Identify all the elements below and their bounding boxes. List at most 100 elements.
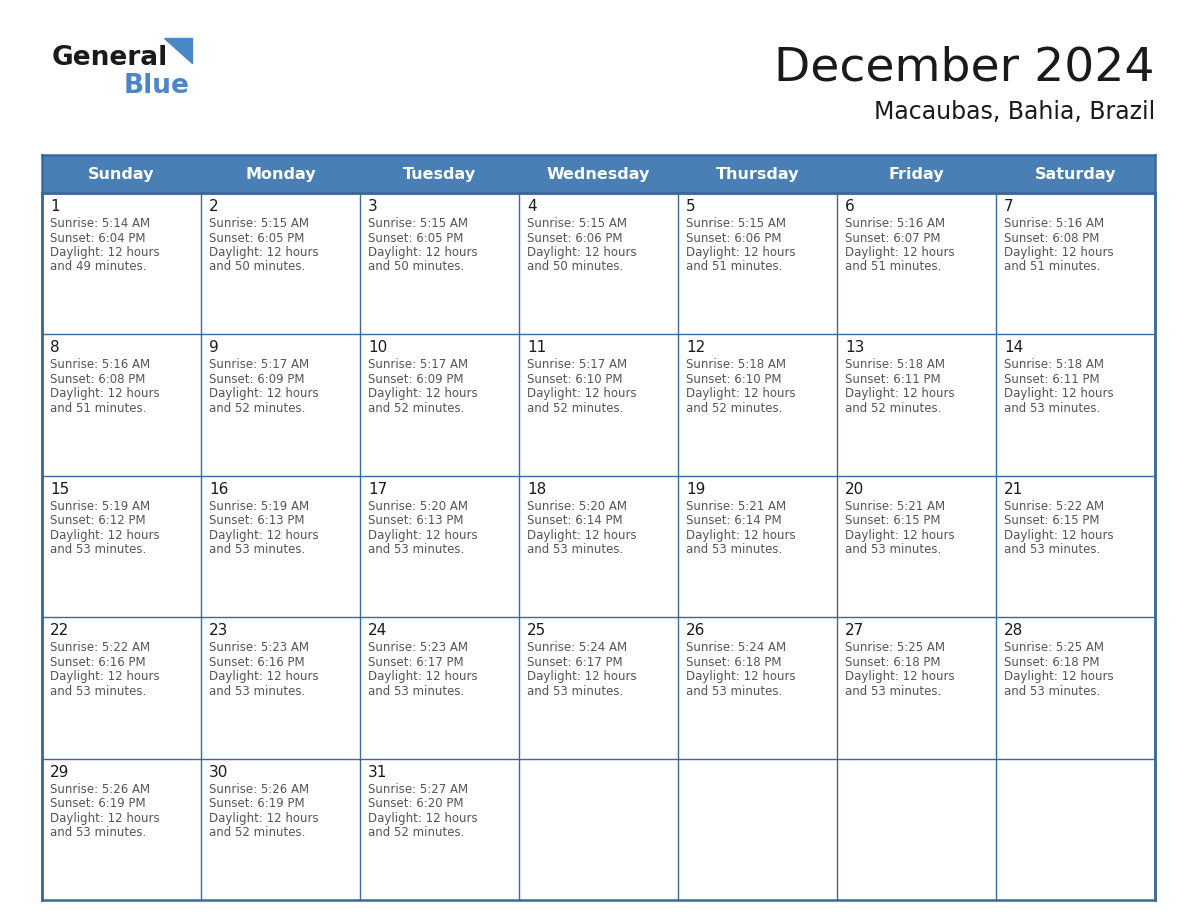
Bar xyxy=(678,334,838,476)
Text: Sunset: 6:12 PM: Sunset: 6:12 PM xyxy=(50,514,146,527)
Text: Sunset: 6:08 PM: Sunset: 6:08 PM xyxy=(1004,231,1099,244)
Bar xyxy=(42,617,201,758)
Text: Daylight: 12 hours: Daylight: 12 hours xyxy=(685,246,796,259)
Text: Daylight: 12 hours: Daylight: 12 hours xyxy=(685,387,796,400)
Bar xyxy=(201,476,360,617)
Bar xyxy=(996,758,1155,900)
Bar xyxy=(678,617,838,758)
Text: 10: 10 xyxy=(368,341,387,355)
Text: Daylight: 12 hours: Daylight: 12 hours xyxy=(685,529,796,542)
Text: Daylight: 12 hours: Daylight: 12 hours xyxy=(1004,529,1113,542)
Text: Sunrise: 5:26 AM: Sunrise: 5:26 AM xyxy=(209,783,309,796)
Text: and 53 minutes.: and 53 minutes. xyxy=(685,543,782,556)
Text: 6: 6 xyxy=(845,199,854,214)
Text: Sunset: 6:16 PM: Sunset: 6:16 PM xyxy=(50,655,146,668)
Text: Daylight: 12 hours: Daylight: 12 hours xyxy=(209,529,318,542)
Text: Daylight: 12 hours: Daylight: 12 hours xyxy=(1004,246,1113,259)
Text: Daylight: 12 hours: Daylight: 12 hours xyxy=(209,670,318,683)
Text: 14: 14 xyxy=(1004,341,1023,355)
Bar xyxy=(42,476,201,617)
Text: and 52 minutes.: and 52 minutes. xyxy=(368,402,465,415)
Text: Sunset: 6:14 PM: Sunset: 6:14 PM xyxy=(527,514,623,527)
Bar xyxy=(678,758,838,900)
Text: Sunrise: 5:26 AM: Sunrise: 5:26 AM xyxy=(50,783,150,796)
Text: and 53 minutes.: and 53 minutes. xyxy=(209,685,305,698)
Bar xyxy=(838,193,996,334)
Text: Sunset: 6:13 PM: Sunset: 6:13 PM xyxy=(368,514,463,527)
Bar xyxy=(678,476,838,617)
Text: and 52 minutes.: and 52 minutes. xyxy=(209,402,305,415)
Text: 28: 28 xyxy=(1004,623,1023,638)
Text: 31: 31 xyxy=(368,765,387,779)
Bar xyxy=(838,476,996,617)
Text: 4: 4 xyxy=(527,199,537,214)
Text: Daylight: 12 hours: Daylight: 12 hours xyxy=(209,387,318,400)
Text: and 51 minutes.: and 51 minutes. xyxy=(845,261,941,274)
Text: Sunday: Sunday xyxy=(88,166,154,182)
Text: and 52 minutes.: and 52 minutes. xyxy=(527,402,624,415)
Text: Sunset: 6:06 PM: Sunset: 6:06 PM xyxy=(527,231,623,244)
Bar xyxy=(201,334,360,476)
Bar xyxy=(838,617,996,758)
Text: Sunset: 6:16 PM: Sunset: 6:16 PM xyxy=(209,655,304,668)
Text: and 50 minutes.: and 50 minutes. xyxy=(527,261,624,274)
Bar xyxy=(838,334,996,476)
Text: Sunset: 6:05 PM: Sunset: 6:05 PM xyxy=(209,231,304,244)
Text: Daylight: 12 hours: Daylight: 12 hours xyxy=(1004,670,1113,683)
Text: Sunrise: 5:15 AM: Sunrise: 5:15 AM xyxy=(368,217,468,230)
Text: 5: 5 xyxy=(685,199,696,214)
Text: and 51 minutes.: and 51 minutes. xyxy=(50,402,146,415)
Text: and 51 minutes.: and 51 minutes. xyxy=(685,261,783,274)
Bar xyxy=(996,193,1155,334)
Text: Thursday: Thursday xyxy=(715,166,800,182)
Text: Daylight: 12 hours: Daylight: 12 hours xyxy=(50,246,159,259)
Bar xyxy=(201,193,360,334)
Bar xyxy=(678,193,838,334)
Text: and 51 minutes.: and 51 minutes. xyxy=(1004,261,1100,274)
Text: 13: 13 xyxy=(845,341,865,355)
Text: Sunset: 6:11 PM: Sunset: 6:11 PM xyxy=(1004,373,1100,386)
Text: Sunrise: 5:24 AM: Sunrise: 5:24 AM xyxy=(685,641,786,655)
Text: Daylight: 12 hours: Daylight: 12 hours xyxy=(1004,387,1113,400)
Text: Sunset: 6:17 PM: Sunset: 6:17 PM xyxy=(368,655,463,668)
Text: 23: 23 xyxy=(209,623,228,638)
Text: Sunset: 6:18 PM: Sunset: 6:18 PM xyxy=(685,655,782,668)
Text: Sunrise: 5:15 AM: Sunrise: 5:15 AM xyxy=(527,217,627,230)
Text: Sunrise: 5:16 AM: Sunrise: 5:16 AM xyxy=(50,358,150,372)
Text: 12: 12 xyxy=(685,341,706,355)
Text: General: General xyxy=(52,45,169,71)
Text: Sunrise: 5:24 AM: Sunrise: 5:24 AM xyxy=(527,641,627,655)
Text: Sunrise: 5:17 AM: Sunrise: 5:17 AM xyxy=(368,358,468,372)
Text: Sunset: 6:20 PM: Sunset: 6:20 PM xyxy=(368,797,463,810)
Text: and 53 minutes.: and 53 minutes. xyxy=(209,543,305,556)
Text: Sunrise: 5:27 AM: Sunrise: 5:27 AM xyxy=(368,783,468,796)
Text: Sunrise: 5:16 AM: Sunrise: 5:16 AM xyxy=(1004,217,1104,230)
Text: Sunrise: 5:23 AM: Sunrise: 5:23 AM xyxy=(368,641,468,655)
Bar xyxy=(519,193,678,334)
Text: Daylight: 12 hours: Daylight: 12 hours xyxy=(209,246,318,259)
Text: 20: 20 xyxy=(845,482,864,497)
Text: Sunrise: 5:23 AM: Sunrise: 5:23 AM xyxy=(209,641,309,655)
Text: and 52 minutes.: and 52 minutes. xyxy=(685,402,783,415)
Text: December 2024: December 2024 xyxy=(775,46,1155,91)
Text: Sunset: 6:06 PM: Sunset: 6:06 PM xyxy=(685,231,782,244)
Text: 17: 17 xyxy=(368,482,387,497)
Bar xyxy=(519,476,678,617)
Text: and 53 minutes.: and 53 minutes. xyxy=(845,543,941,556)
Text: Sunset: 6:17 PM: Sunset: 6:17 PM xyxy=(527,655,623,668)
Text: Sunset: 6:04 PM: Sunset: 6:04 PM xyxy=(50,231,145,244)
Bar xyxy=(42,334,201,476)
Text: Sunset: 6:15 PM: Sunset: 6:15 PM xyxy=(845,514,941,527)
Text: Sunrise: 5:19 AM: Sunrise: 5:19 AM xyxy=(50,499,150,513)
Text: Sunrise: 5:19 AM: Sunrise: 5:19 AM xyxy=(209,499,309,513)
Text: and 50 minutes.: and 50 minutes. xyxy=(368,261,465,274)
Text: Sunset: 6:07 PM: Sunset: 6:07 PM xyxy=(845,231,941,244)
Text: Sunrise: 5:25 AM: Sunrise: 5:25 AM xyxy=(845,641,944,655)
Text: Saturday: Saturday xyxy=(1035,166,1117,182)
Text: Sunrise: 5:21 AM: Sunrise: 5:21 AM xyxy=(685,499,786,513)
Text: and 52 minutes.: and 52 minutes. xyxy=(845,402,941,415)
Text: 9: 9 xyxy=(209,341,219,355)
Text: and 53 minutes.: and 53 minutes. xyxy=(1004,685,1100,698)
Text: Sunrise: 5:18 AM: Sunrise: 5:18 AM xyxy=(685,358,786,372)
Text: 22: 22 xyxy=(50,623,69,638)
